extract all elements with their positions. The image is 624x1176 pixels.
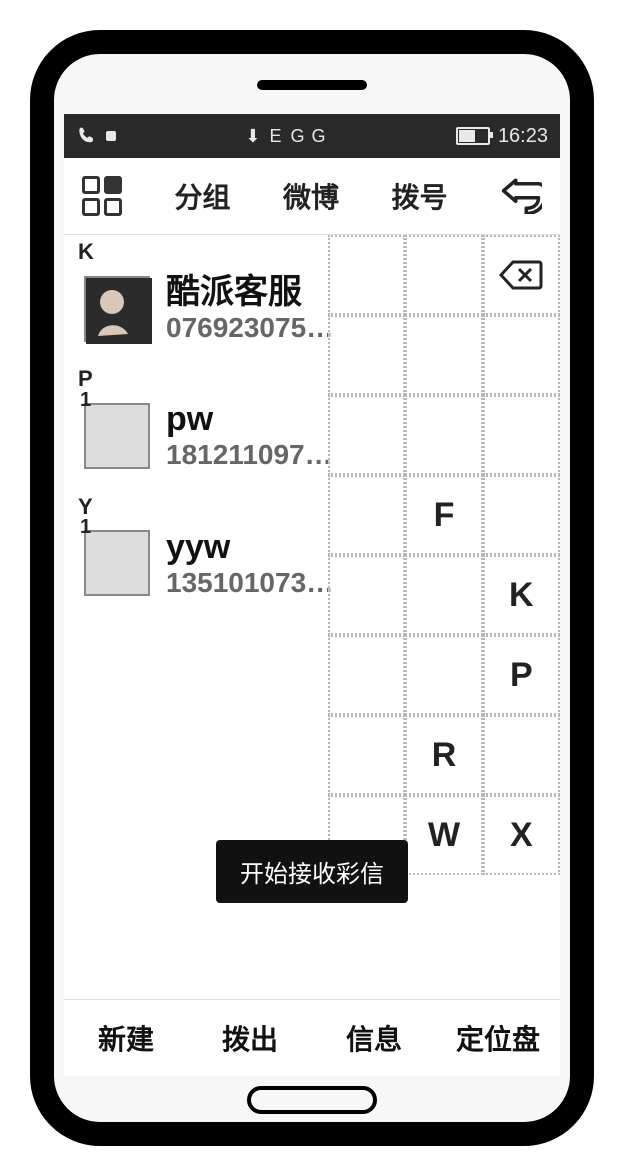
contact-text: yyw 135101073… — [166, 528, 334, 599]
keypad-cell-empty[interactable] — [328, 475, 405, 555]
keypad-cell-empty[interactable] — [483, 315, 560, 395]
toast: 开始接收彩信 — [216, 840, 408, 903]
back-icon[interactable] — [500, 178, 542, 214]
contact-list[interactable]: K 酷派客服 076923075… P — [64, 235, 560, 999]
status-center: ⬇ E G G — [126, 126, 446, 147]
contact-name: yyw — [166, 528, 334, 567]
avatar — [84, 276, 150, 342]
keypad-cell-empty[interactable] — [328, 395, 405, 475]
keypad-cell-p[interactable]: P — [483, 635, 560, 715]
tab-weibo[interactable]: 微博 — [283, 176, 339, 216]
tab-dialer[interactable]: 拨号 — [391, 176, 447, 216]
action-dial-out[interactable]: 拨出 — [188, 1018, 312, 1058]
avatar-image-icon — [86, 278, 152, 344]
phone-speaker — [257, 80, 367, 90]
keypad-cell-empty[interactable] — [328, 235, 405, 315]
home-button[interactable] — [247, 1086, 377, 1114]
keypad-cell-w[interactable]: W — [405, 795, 482, 875]
keypad-cell-k[interactable]: K — [483, 555, 560, 635]
status-right: 16:23 — [456, 125, 548, 148]
phone-icon — [76, 126, 96, 146]
keypad-cell-empty[interactable] — [405, 395, 482, 475]
keypad-cell-empty[interactable] — [405, 635, 482, 715]
network-indicator: G G — [291, 126, 327, 147]
contact-number: 181211097… — [166, 439, 333, 471]
sim-badge: 1 — [80, 516, 91, 539]
keypad-cell-x[interactable]: X — [483, 795, 560, 875]
tab-groups[interactable]: 分组 — [174, 176, 230, 216]
keypad-cell-empty[interactable] — [405, 235, 482, 315]
keypad-cell-r[interactable]: R — [405, 715, 482, 795]
action-message[interactable]: 信息 — [312, 1018, 436, 1058]
contact-text: pw 181211097… — [166, 400, 333, 471]
contact-number: 076923075… — [166, 312, 334, 344]
action-new[interactable]: 新建 — [64, 1018, 188, 1058]
keypad-cell-f[interactable]: F — [405, 475, 482, 555]
phone-frame: ⬇ E G G 16:23 分组 微博 拨号 — [30, 30, 594, 1146]
contact-number: 135101073… — [166, 567, 334, 599]
page-root: ⬇ E G G 16:23 分组 微博 拨号 — [0, 0, 624, 1176]
toast-text: 开始接收彩信 — [240, 861, 384, 888]
avatar: 1 — [84, 530, 150, 596]
backspace-icon — [499, 260, 543, 290]
keypad-cell-empty[interactable] — [328, 635, 405, 715]
avatar: 1 — [84, 403, 150, 469]
keypad-cell-empty[interactable] — [328, 715, 405, 795]
apps-grid-icon[interactable] — [82, 176, 122, 216]
status-left — [76, 126, 116, 146]
battery-icon — [456, 127, 490, 145]
edge-indicator: E — [270, 126, 283, 147]
bottom-action-bar: 新建 拨出 信息 定位盘 — [64, 999, 560, 1076]
keypad-cell-empty[interactable] — [483, 395, 560, 475]
signal-download-icon: ⬇ — [245, 126, 261, 147]
keypad-cell-empty[interactable] — [483, 715, 560, 795]
contact-name: 酷派客服 — [166, 273, 334, 312]
sim-badge: 1 — [80, 389, 91, 412]
screen: ⬇ E G G 16:23 分组 微博 拨号 — [64, 114, 560, 1076]
keypad-cell-empty[interactable] — [483, 475, 560, 555]
notification-dot-icon — [106, 131, 116, 141]
keypad-cell-empty[interactable] — [405, 315, 482, 395]
keypad-cell-empty[interactable] — [328, 555, 405, 635]
keypad-cell-empty[interactable] — [405, 555, 482, 635]
top-tab-bar: 分组 微博 拨号 — [64, 158, 560, 235]
contact-name: pw — [166, 400, 333, 439]
contact-text: 酷派客服 076923075… — [166, 273, 334, 344]
action-locator[interactable]: 定位盘 — [436, 1018, 560, 1058]
clock: 16:23 — [498, 125, 548, 148]
keypad-cell-empty[interactable] — [328, 315, 405, 395]
backspace-button[interactable] — [483, 235, 560, 315]
status-bar: ⬇ E G G 16:23 — [64, 114, 560, 158]
